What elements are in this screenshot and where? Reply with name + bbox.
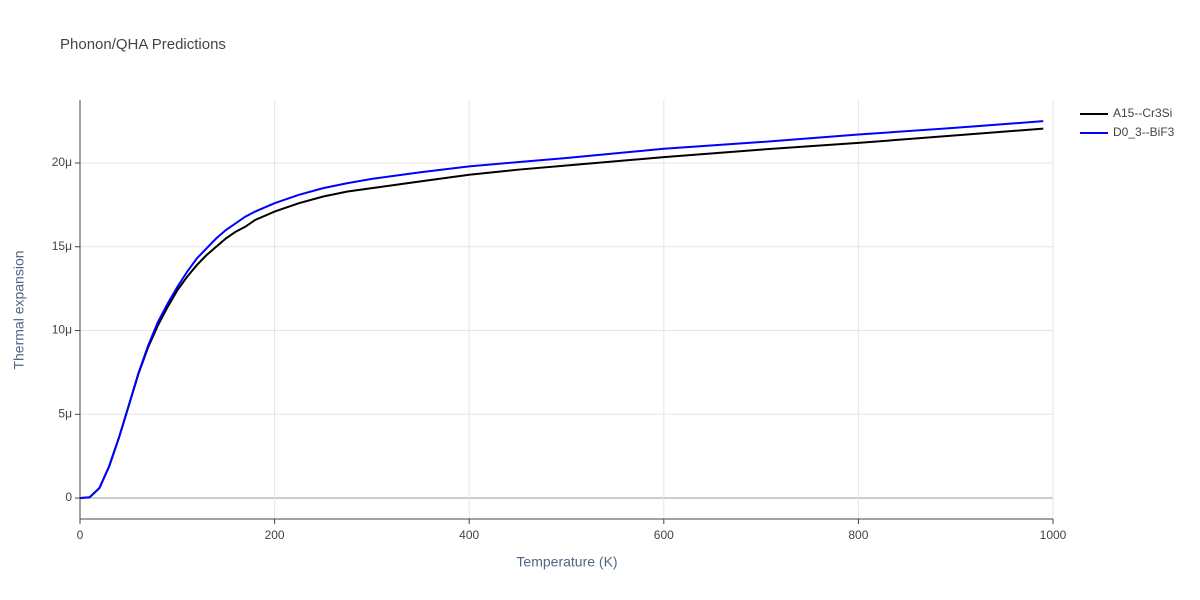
legend-label: A15--Cr3Si bbox=[1113, 106, 1172, 120]
series-line bbox=[79, 127, 1044, 500]
legend-label: D0_3--BiF3 bbox=[1113, 125, 1175, 139]
x-tick-label: 0 bbox=[77, 528, 84, 542]
x-axis-title: Temperature (K) bbox=[516, 554, 617, 570]
y-tick-label: 0 bbox=[65, 490, 72, 504]
x-tick-label: 200 bbox=[265, 528, 285, 542]
y-tick-label: 5μ bbox=[58, 406, 72, 420]
x-tick-label: 400 bbox=[459, 528, 479, 542]
chart-title: Phonon/QHA Predictions bbox=[60, 36, 226, 53]
x-tick-label: 1000 bbox=[1040, 528, 1067, 542]
y-axis-title: Thermal expansion bbox=[11, 250, 27, 369]
y-tick-label: 20μ bbox=[52, 155, 72, 169]
y-tick-label: 15μ bbox=[52, 239, 72, 253]
x-tick-label: 600 bbox=[654, 528, 674, 542]
y-tick-label: 10μ bbox=[52, 323, 72, 337]
x-tick-label: 800 bbox=[848, 528, 868, 542]
series-line bbox=[79, 120, 1044, 500]
